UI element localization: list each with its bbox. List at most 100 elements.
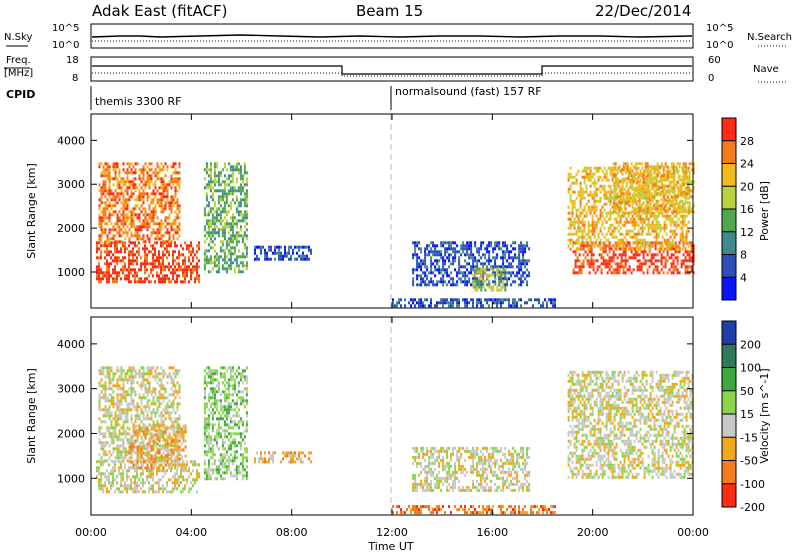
velocity-ytick-label: 4000	[57, 338, 85, 351]
power-echo-region	[254, 245, 312, 261]
power-echo-region	[612, 162, 695, 214]
power-echo-region	[96, 241, 200, 284]
nsearch-label: N.Search	[747, 32, 792, 43]
velocity-colorbar: 200 100 50 15 -15 -50 -100 -200	[721, 320, 765, 514]
velocity-colorbar-swatch	[722, 321, 736, 345]
velocity-panel: 1000 2000 3000 4000 Slant Range [km] 200 100…	[25, 316, 771, 516]
velocity-colorbar-tick-label: 200	[740, 338, 761, 351]
velocity-echo-region	[128, 424, 187, 470]
freq-label-2: [MHz]	[4, 68, 33, 79]
power-ytick-label: 2000	[57, 222, 85, 235]
date-title: 22/Dec/2014	[595, 2, 691, 20]
beam-title: Beam 15	[356, 2, 423, 20]
power-colorbar-swatch	[722, 163, 736, 187]
x-tick-label: 08:00	[276, 526, 308, 539]
velocity-colorbar-swatch	[722, 344, 736, 368]
power-echo-region	[98, 162, 181, 244]
velocity-colorbar-label: Velocity [m s^-1]	[758, 368, 771, 463]
velocity-ytick-label: 1000	[57, 472, 85, 485]
power-echo-region	[472, 267, 507, 292]
x-tick-labels: 00:00 04:00 08:00 12:00 16:00 20:00 00:00	[75, 526, 709, 539]
x-tick-label: 12:00	[376, 526, 408, 539]
velocity-echo-region	[412, 446, 531, 492]
power-colorbar-label: Power [dB]	[758, 181, 771, 241]
power-x-tickmarks	[90, 114, 694, 308]
power-panel-frame	[90, 113, 694, 309]
velocity-colorbar-tick-label: -15	[740, 431, 758, 444]
x-tick-label: 20:00	[577, 526, 609, 539]
x-axis-label: Time UT	[367, 540, 413, 553]
noise-tick-left-bottom: 10^0	[52, 40, 79, 51]
noise-tick-right-top: 10^5	[706, 23, 733, 34]
nsky-label: N.Sky	[4, 32, 32, 43]
power-colorbar-tick-label: 8	[740, 249, 747, 262]
power-colorbar: 28 24 20 16 12 8 4	[721, 117, 754, 301]
velocity-ytick-label: 2000	[57, 427, 85, 440]
power-colorbar-swatch	[722, 140, 736, 164]
freq-trace	[92, 65, 692, 75]
nave-trace	[92, 72, 692, 77]
power-colorbar-swatch	[722, 118, 736, 142]
power-colorbar-tick-label: 12	[740, 226, 754, 239]
noise-tick-right-bottom: 10^0	[706, 40, 733, 51]
velocity-echo-region	[254, 451, 312, 464]
velocity-colorbar-swatch	[722, 437, 736, 461]
nave-tick-bottom: 0	[708, 73, 714, 84]
velocity-colorbar-swatch	[722, 367, 736, 392]
power-colorbar-swatch	[722, 277, 736, 301]
velocity-echo-layer	[96, 366, 694, 515]
power-echo-region	[203, 162, 248, 274]
velocity-colorbar-tick-label: -200	[740, 501, 765, 514]
velocity-colorbar-tick-label: 50	[740, 385, 754, 398]
nave-label: Nave	[753, 64, 779, 75]
velocity-ytick-label: 3000	[57, 383, 85, 396]
power-y-ticks: 1000 2000 3000 4000	[57, 134, 693, 279]
cpid-segment-1: themis 3300 RF	[95, 95, 182, 108]
velocity-y-axis-label: Slant Range [km]	[25, 368, 38, 464]
power-echo-region	[392, 298, 556, 308]
velocity-y-ticks: 1000 2000 3000 4000	[57, 338, 693, 485]
power-echo-layer	[96, 162, 695, 308]
freq-tick-top: 18	[66, 55, 79, 66]
velocity-colorbar-tick-label: 100	[740, 362, 761, 375]
cpid-label: CPID	[6, 88, 35, 101]
power-colorbar-swatch	[722, 186, 736, 210]
power-y-axis-label: Slant Range [km]	[25, 163, 38, 259]
noise-tick-left-top: 10^5	[52, 23, 79, 34]
x-tick-label: 16:00	[476, 526, 508, 539]
power-colorbar-tick-label: 16	[740, 203, 754, 216]
nsky-trace	[91, 34, 693, 38]
power-colorbar-swatch	[722, 254, 736, 278]
noise-panel-frame	[90, 23, 694, 49]
velocity-echo-region	[392, 505, 556, 515]
velocity-echo-region	[203, 366, 248, 481]
power-colorbar-tick-label: 20	[740, 180, 754, 193]
x-tick-label: 00:00	[75, 526, 107, 539]
power-ytick-label: 4000	[57, 134, 85, 147]
radar-title: Adak East (fitACF)	[92, 2, 227, 20]
velocity-colorbar-tick-label: -50	[740, 455, 758, 468]
power-colorbar-swatch	[722, 231, 736, 255]
freq-label-1: Freq.	[6, 55, 31, 66]
power-colorbar-tick-label: 24	[740, 158, 754, 171]
power-ytick-label: 1000	[57, 266, 85, 279]
power-colorbar-tick-label: 4	[740, 271, 747, 284]
nave-tick-top: 60	[708, 55, 721, 66]
velocity-colorbar-tick-label: 15	[740, 408, 754, 421]
power-panel: 1000 2000 3000 4000 Slant Range [km] 28 24 20…	[25, 113, 771, 309]
power-ytick-label: 3000	[57, 178, 85, 191]
velocity-colorbar-swatch	[722, 390, 736, 415]
power-colorbar-tick-label: 28	[740, 135, 754, 148]
x-tick-label: 04:00	[175, 526, 207, 539]
freq-panel-frame	[90, 56, 694, 82]
velocity-x-tickmarks	[90, 317, 694, 515]
power-colorbar-swatch	[722, 209, 736, 233]
velocity-panel-frame	[90, 316, 694, 516]
velocity-colorbar-tick-label: -100	[740, 478, 765, 491]
velocity-echo-region	[567, 370, 694, 479]
power-echo-region	[412, 241, 531, 287]
velocity-colorbar-swatch	[722, 414, 736, 438]
freq-tick-bottom: 8	[72, 73, 78, 84]
cpid-segment-2: normalsound (fast) 157 RF	[395, 85, 542, 98]
